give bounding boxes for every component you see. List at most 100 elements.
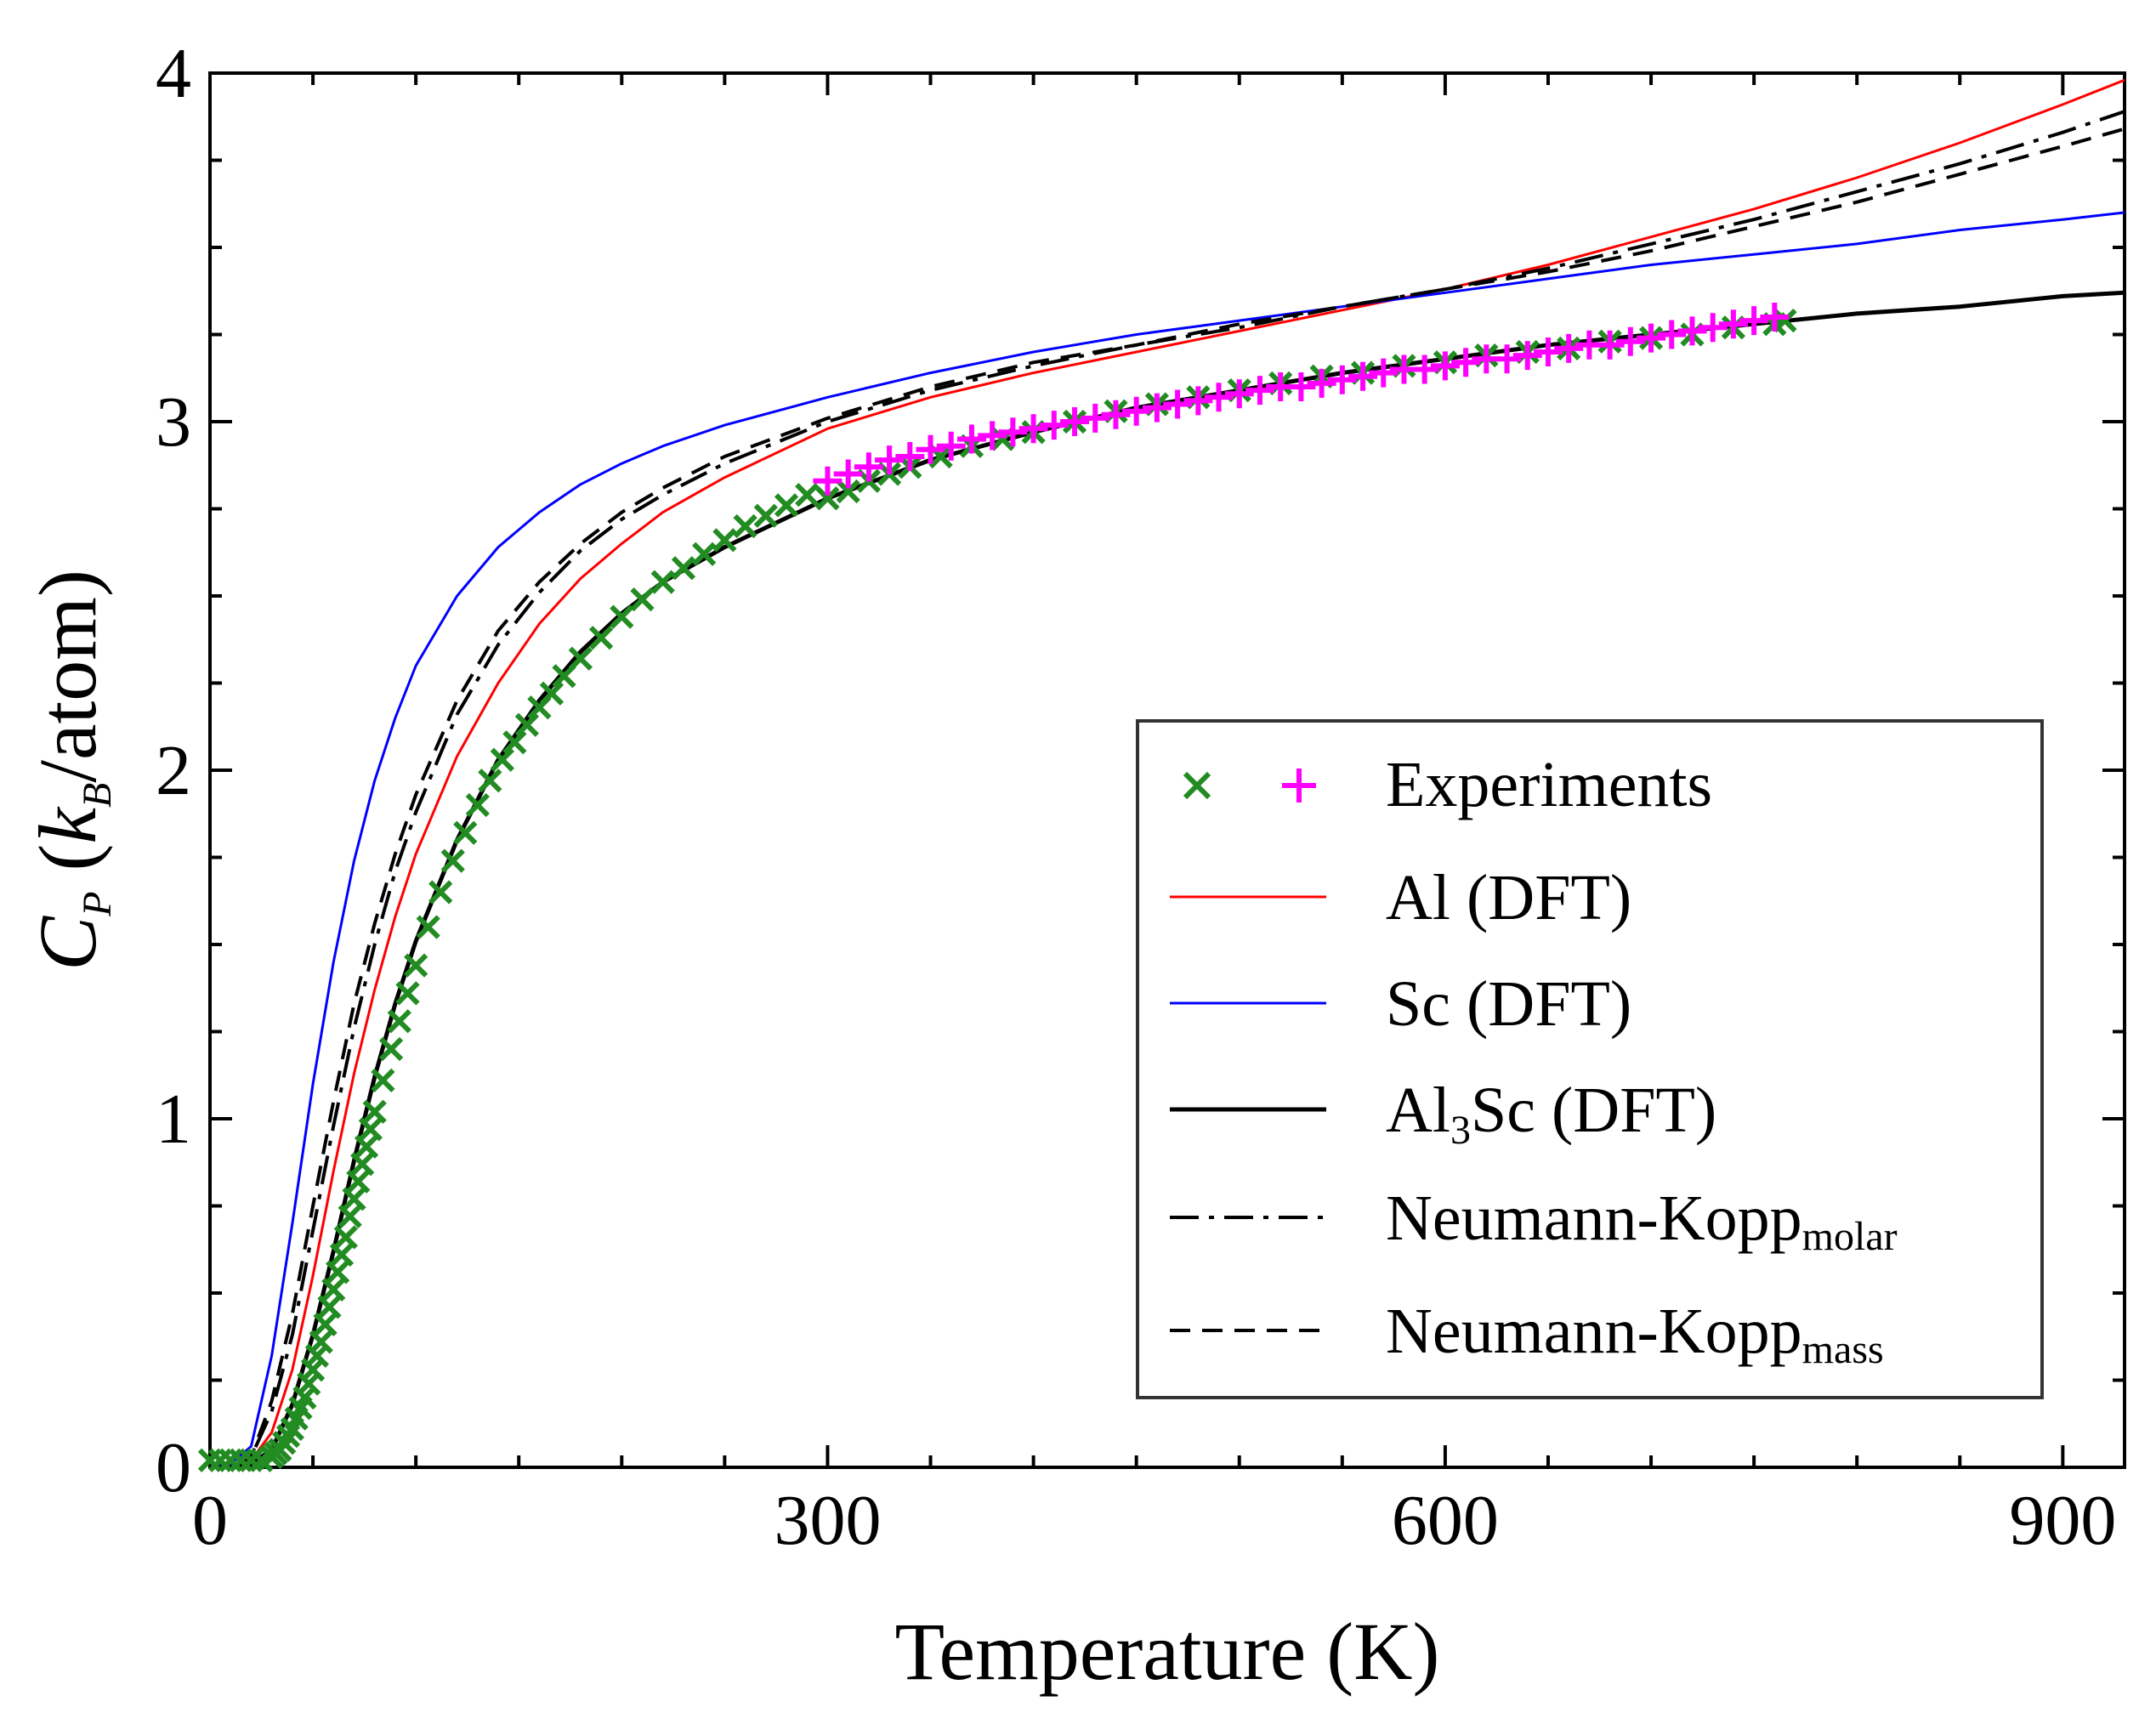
experiment-x-marker: [317, 1295, 342, 1319]
x-tick-label: 600: [1392, 1481, 1499, 1560]
experiment-x-marker: [610, 604, 634, 629]
experiment-x-marker: [362, 1099, 387, 1124]
y-axis-title-c-sub: P: [75, 892, 120, 917]
experiment-plus-marker: [1286, 372, 1316, 401]
y-axis-title-rest: /atom): [22, 570, 113, 783]
experiment-plus-marker: [1224, 379, 1254, 409]
experiment-plus-marker: [1142, 393, 1172, 423]
series-line-nk_molar: [210, 110, 2125, 1467]
legend-x-marker-icon: [1183, 771, 1211, 800]
legend-plus-marker-icon: [1282, 769, 1316, 803]
experiment-x-marker: [395, 981, 420, 1006]
experiment-plus-marker: [1637, 323, 1666, 353]
experiment-x-marker: [346, 1169, 371, 1194]
experiment-x-marker: [354, 1134, 379, 1159]
experiment-plus-marker: [1018, 414, 1048, 444]
legend-item-sc: Sc (DFT): [1170, 968, 1631, 1040]
experiment-plus-marker: [1492, 344, 1522, 374]
experiment-x-marker: [453, 820, 478, 845]
experiment-x-marker: [321, 1277, 346, 1302]
experiment-plus-marker: [1739, 306, 1769, 336]
experiment-plus-marker: [1039, 411, 1069, 440]
legend-item-neumann-kopp-mass: Neumann-Koppmass: [1170, 1296, 1884, 1372]
experiment-x-marker: [815, 486, 840, 511]
experiment-x-marker: [514, 712, 540, 737]
y-tick-label: 4: [156, 34, 191, 113]
experiment-x-marker: [502, 730, 527, 755]
experiment-x-marker: [712, 528, 737, 553]
experiment-plus-marker: [1410, 355, 1439, 384]
experiment-x-marker: [539, 681, 565, 706]
experiment-x-marker: [329, 1242, 355, 1268]
experiment-x-marker: [358, 1117, 383, 1142]
experiment-plus-marker: [1369, 358, 1399, 388]
experiment-plus-marker: [1327, 365, 1357, 394]
legend-label-neumann-kopp-mass: Neumann-Koppmass: [1386, 1296, 1884, 1372]
experiment-x-marker: [333, 1225, 358, 1250]
experiment-plus-marker: [1657, 320, 1687, 349]
experiment-x-marker: [733, 513, 757, 539]
experiment-x-marker: [478, 769, 502, 793]
y-tick-label: 1: [156, 1080, 191, 1159]
experiment-plus-marker: [1060, 407, 1090, 436]
experiment-plus-marker: [1760, 303, 1790, 332]
legend-item-experiments: Experiments: [1183, 749, 1712, 820]
x-tick-label: 900: [2009, 1481, 2116, 1560]
experiment-x-marker: [490, 747, 514, 772]
experiment-plus-marker: [936, 431, 966, 461]
experiment-plus-marker: [1677, 316, 1707, 346]
experiment-plus-marker: [1121, 396, 1151, 426]
legend-label-al: Al (DFT): [1386, 862, 1631, 933]
experiment-x-marker: [371, 1068, 395, 1093]
experiment-plus-marker: [1595, 330, 1625, 360]
experiment-x-marker: [292, 1385, 317, 1410]
x-axis-title: Temperature (K): [895, 1606, 1440, 1697]
y-tick-label: 3: [156, 383, 191, 462]
y-tick-label: 0: [156, 1428, 191, 1507]
experiment-plus-marker: [1348, 361, 1378, 391]
experiment-plus-marker: [1615, 326, 1645, 356]
experiment-x-marker: [309, 1330, 333, 1354]
experiment-x-marker: [304, 1343, 330, 1368]
experiment-x-marker: [795, 482, 820, 508]
legend-label-sc: Sc (DFT): [1386, 968, 1631, 1040]
experiment-x-marker: [774, 493, 799, 518]
experiment-x-marker: [300, 1358, 326, 1382]
experiment-x-marker: [630, 587, 655, 612]
x-tick-label: 300: [774, 1481, 881, 1560]
y-axis-title-c: C: [22, 916, 113, 971]
y-axis-title-paren: (: [22, 844, 113, 892]
experiment-x-marker: [297, 1371, 321, 1396]
legend-label-al3sc: Al3Sc (DFT): [1386, 1075, 1716, 1153]
legend-label-neumann-kopp-molar: Neumann-Koppmolar: [1386, 1183, 1898, 1259]
experiment-plus-marker: [978, 421, 1007, 451]
experiment-plus-marker: [813, 466, 843, 496]
experiment-plus-marker: [1554, 333, 1584, 363]
experiment-x-marker: [326, 1260, 350, 1285]
legend-item-neumann-kopp-molar: Neumann-Koppmolar: [1170, 1183, 1898, 1259]
x-tick-label: 0: [192, 1481, 228, 1560]
experiment-x-marker: [313, 1312, 338, 1337]
experiment-x-marker: [836, 479, 860, 504]
experiment-x-marker: [342, 1187, 366, 1211]
experiment-x-marker: [404, 953, 428, 978]
legend-item-al: Al (DFT): [1170, 862, 1631, 933]
experiment-plus-marker: [1698, 313, 1728, 343]
experiment-x-marker: [440, 848, 465, 873]
experiment-x-marker: [378, 1036, 404, 1062]
experiment-plus-marker: [1512, 341, 1542, 371]
experiment-plus-marker: [1163, 389, 1193, 419]
experiment-plus-marker: [1245, 376, 1274, 406]
y-axis-title-k-sub: B: [75, 783, 120, 808]
y-tick-label: 2: [156, 731, 191, 810]
experiment-plus-marker: [956, 424, 986, 454]
legend-box: [1136, 719, 2044, 1399]
experiment-plus-marker: [1081, 403, 1110, 433]
y-axis-title: CP (kB/atom): [22, 570, 120, 971]
experiment-x-marker: [753, 503, 778, 528]
experiment-plus-marker: [875, 445, 905, 475]
experiment-plus-marker: [1718, 309, 1748, 339]
legend: Experiments Al (DFT) Sc (DFT) Al3Sc (DFT…: [1136, 719, 2044, 1399]
experiment-x-marker: [588, 626, 614, 650]
